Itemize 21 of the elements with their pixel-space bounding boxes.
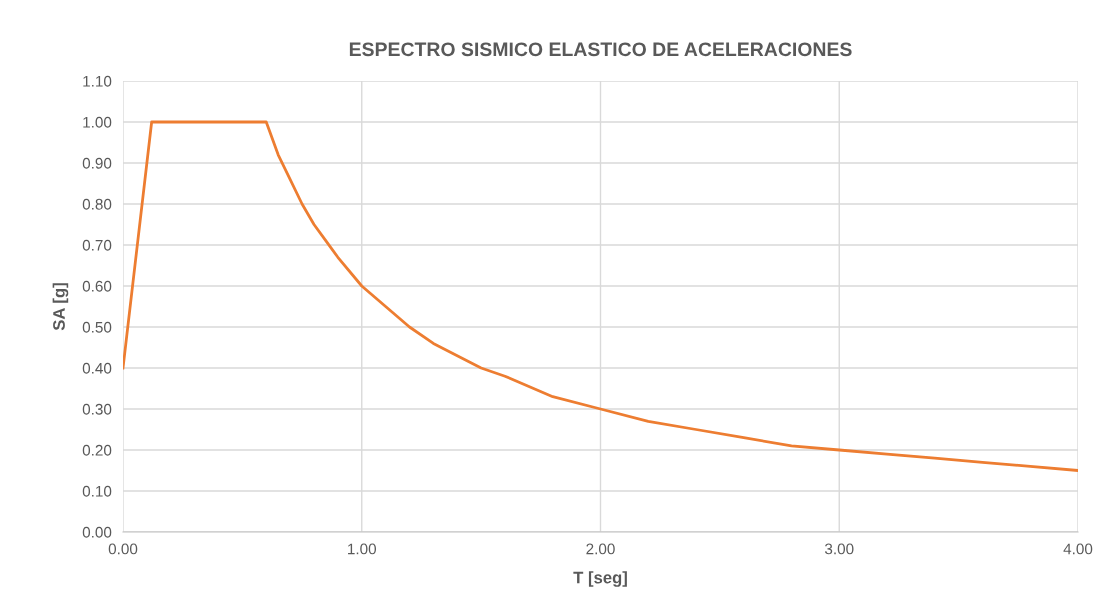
y-tick-label: 0.10	[82, 485, 112, 497]
y-axis-title: SA [g]	[52, 283, 69, 331]
x-tick-label: 1.00	[348, 543, 377, 555]
y-tick-label: 0.50	[82, 321, 112, 333]
y-tick-label: 1.10	[83, 75, 112, 87]
y-tick-label: 0.60	[82, 280, 112, 292]
x-tick-label: 3.00	[824, 543, 854, 555]
y-tick-label: 0.00	[82, 526, 112, 538]
chart-title: ESPECTRO SISMICO ELASTICO DE ACELERACIONES	[349, 42, 852, 57]
y-tick-label: 1.00	[83, 116, 112, 128]
x-tick-label: 4.00	[1063, 543, 1093, 555]
y-tick-label: 0.80	[82, 198, 112, 210]
line-series	[123, 120, 1078, 472]
x-tick-label: 2.00	[586, 543, 615, 555]
x-axis-title: T [seg]	[573, 571, 627, 587]
y-tick-label: 0.70	[82, 239, 112, 251]
x-tick-label: 0.00	[108, 543, 138, 555]
y-tick-label: 0.30	[82, 403, 112, 415]
y-tick-label: 0.40	[82, 362, 112, 374]
y-tick-label: 0.90	[82, 157, 112, 169]
y-tick-label: 0.20	[82, 444, 112, 456]
